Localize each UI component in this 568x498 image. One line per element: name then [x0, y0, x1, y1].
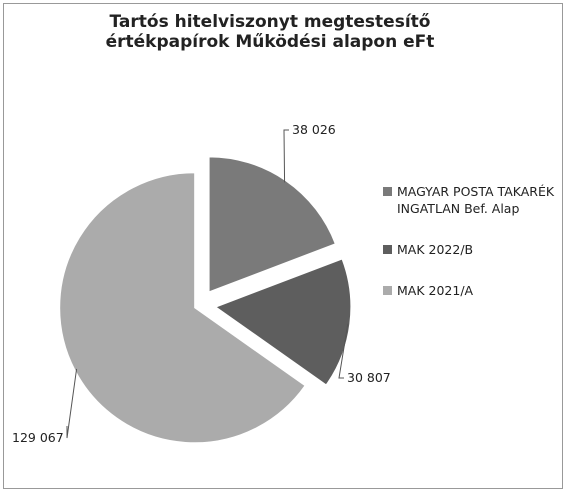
data-label: 129 067: [12, 430, 64, 445]
legend-swatch: [383, 187, 392, 196]
pie-slice: [208, 156, 336, 293]
legend-label: MAK 2021/A: [397, 283, 474, 298]
legend-entry: MAGYAR POSTA TAKARÉK INGATLAN Bef. Alap: [383, 183, 558, 217]
leader-line: [283, 129, 289, 183]
legend-label: MAGYAR POSTA TAKARÉK INGATLAN Bef. Alap: [397, 184, 555, 216]
pie-slice: [214, 258, 352, 386]
chart-frame: [3, 3, 563, 489]
data-label: 38 026: [292, 122, 336, 137]
chart-title: Tartós hitelviszonyt megtestesítő értékp…: [105, 12, 435, 52]
legend-label: MAK 2022/B: [397, 242, 474, 257]
leader-line: [338, 323, 349, 379]
pie-slice: [59, 172, 306, 444]
data-label: 30 807: [347, 370, 391, 385]
legend-entry: MAK 2021/A: [383, 282, 558, 299]
leader-line: [66, 368, 78, 439]
legend-swatch: [383, 286, 392, 295]
legend: MAGYAR POSTA TAKARÉK INGATLAN Bef. Alap M…: [383, 183, 558, 323]
legend-entry: MAK 2022/B: [383, 241, 558, 258]
legend-swatch: [383, 245, 392, 254]
